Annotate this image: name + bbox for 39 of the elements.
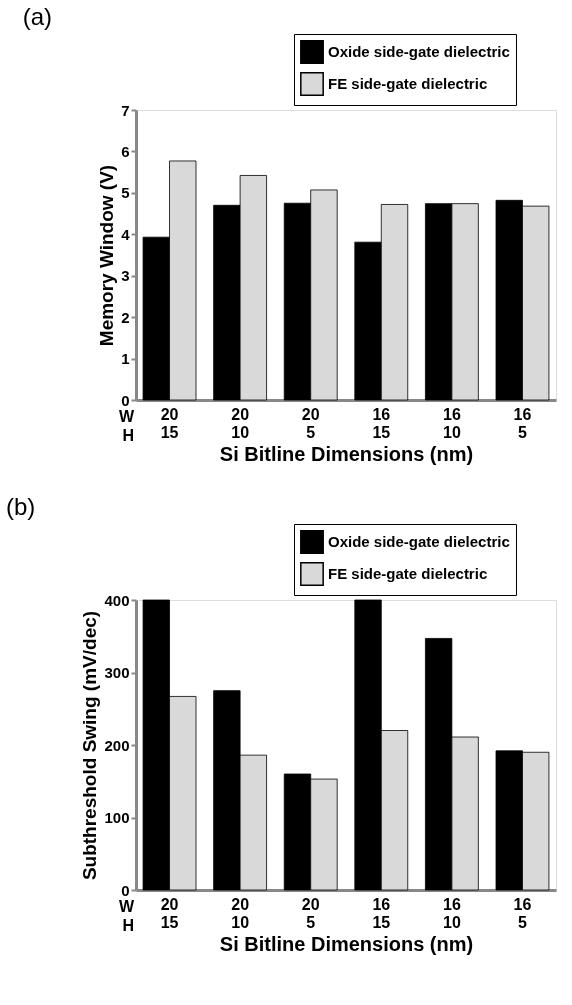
chart-title: (b) bbox=[5, 492, 36, 520]
y-tick-label: 3 bbox=[121, 267, 130, 285]
y-axis-title: Memory Window (V) bbox=[96, 164, 118, 347]
x-axis-title: Si Bitline Dimensions (nm) bbox=[219, 932, 474, 955]
y-tick-label: 0 bbox=[121, 881, 130, 899]
legend-label: Oxide side-gate dielectric bbox=[328, 43, 510, 60]
y-tick-label: 100 bbox=[104, 809, 130, 826]
legend-label: FE side-gate dielectric bbox=[328, 565, 488, 582]
x-tick-label: 20 5 bbox=[301, 895, 320, 931]
x-tick-label: 16 15 bbox=[372, 405, 391, 441]
x-tick-label: 20 15 bbox=[160, 895, 179, 931]
legend-label: Oxide side-gate dielectric bbox=[328, 533, 510, 550]
text: W bbox=[118, 898, 135, 915]
y-tick-label: 6 bbox=[121, 142, 130, 160]
text: H bbox=[122, 427, 134, 444]
y-tick-label: 4 bbox=[121, 225, 131, 243]
x-tick-label: 20 5 bbox=[301, 405, 320, 441]
x-tick-label: 16 10 bbox=[442, 895, 461, 931]
x-tick-label: 16 5 bbox=[513, 405, 532, 441]
legend-label: FE side-gate dielectric bbox=[328, 75, 488, 92]
y-tick-label: 400 bbox=[104, 591, 130, 609]
y-tick-label: 0 bbox=[121, 391, 130, 409]
y-axis-title: Subthreshold Swing (mV/dec) bbox=[79, 610, 101, 881]
y-tick-label: 300 bbox=[104, 664, 130, 681]
y-tick-label: 5 bbox=[121, 184, 130, 202]
text: W bbox=[118, 408, 135, 425]
text: H bbox=[122, 917, 134, 934]
y-tick-label: 200 bbox=[104, 736, 130, 754]
x-tick-label: 20 10 bbox=[231, 895, 250, 931]
y-tick-label: 2 bbox=[121, 308, 130, 326]
x-axis-title: Si Bitline Dimensions (nm) bbox=[219, 442, 474, 465]
y-tick-label: 1 bbox=[121, 350, 130, 368]
y-tick-label: 7 bbox=[121, 101, 130, 119]
chart-title: (a) bbox=[22, 2, 52, 30]
x-tick-label: 16 5 bbox=[513, 895, 532, 931]
x-tick-label: 16 10 bbox=[442, 405, 461, 441]
x-tick-label: 16 15 bbox=[372, 895, 391, 931]
x-tick-label: 20 15 bbox=[160, 405, 179, 441]
x-tick-label: 20 10 bbox=[231, 405, 250, 441]
